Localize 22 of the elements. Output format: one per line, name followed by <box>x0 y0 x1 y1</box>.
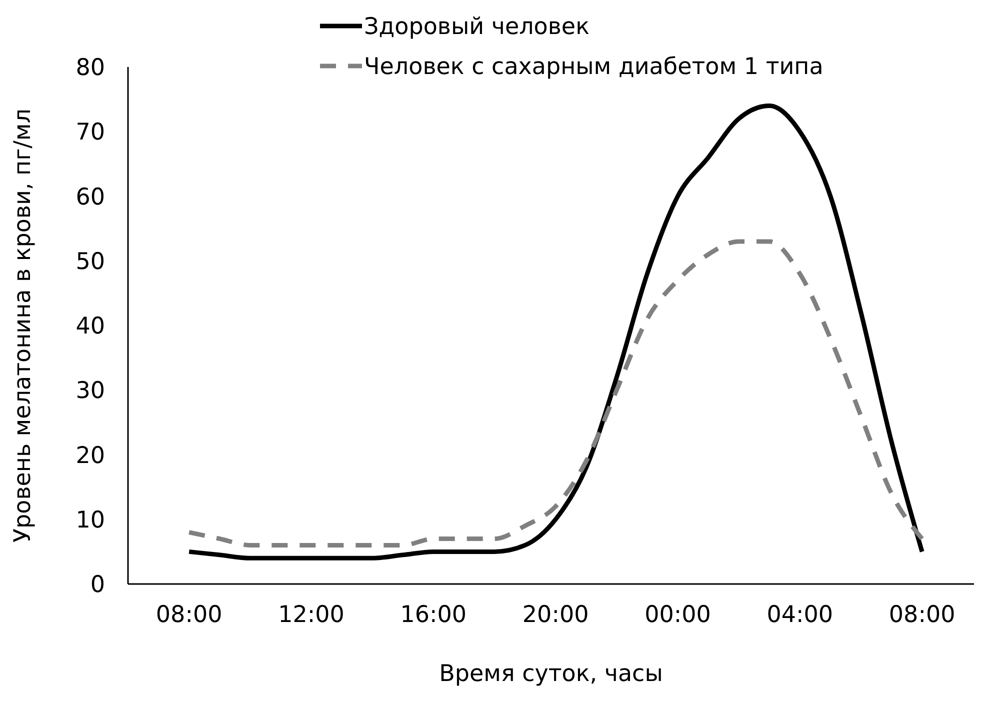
y-tick-label: 70 <box>76 120 105 146</box>
y-tick-label: 20 <box>76 442 105 469</box>
y-tick-label: 10 <box>76 507 105 534</box>
x-tick-label: 08:00 <box>888 602 956 628</box>
x-tick-label: 08:00 <box>156 602 222 628</box>
x-tick-label: 12:00 <box>278 602 344 628</box>
x-tick-label: 20:00 <box>522 602 589 628</box>
x-axis-title: Время суток, часы <box>439 661 663 687</box>
y-tick-label: 0 <box>90 572 105 598</box>
y-tick-label: 60 <box>76 184 105 210</box>
y-tick-label: 80 <box>76 55 105 82</box>
y-tick-label: 30 <box>76 378 105 404</box>
legend-label: Здоровый человек <box>364 14 590 40</box>
y-tick-label: 40 <box>76 314 105 340</box>
x-tick-label: 16:00 <box>400 602 467 628</box>
legend-label: Человек с сахарным диабетом 1 типа <box>364 54 824 80</box>
line-series <box>186 104 924 560</box>
x-tick-label: 04:00 <box>766 602 834 628</box>
y-tick-label: 50 <box>76 248 105 275</box>
x-tick-label: 00:00 <box>644 602 711 628</box>
y-axis-title: Уровень мелатонина в крови, пг/мл <box>10 108 36 542</box>
line-series <box>186 239 924 548</box>
